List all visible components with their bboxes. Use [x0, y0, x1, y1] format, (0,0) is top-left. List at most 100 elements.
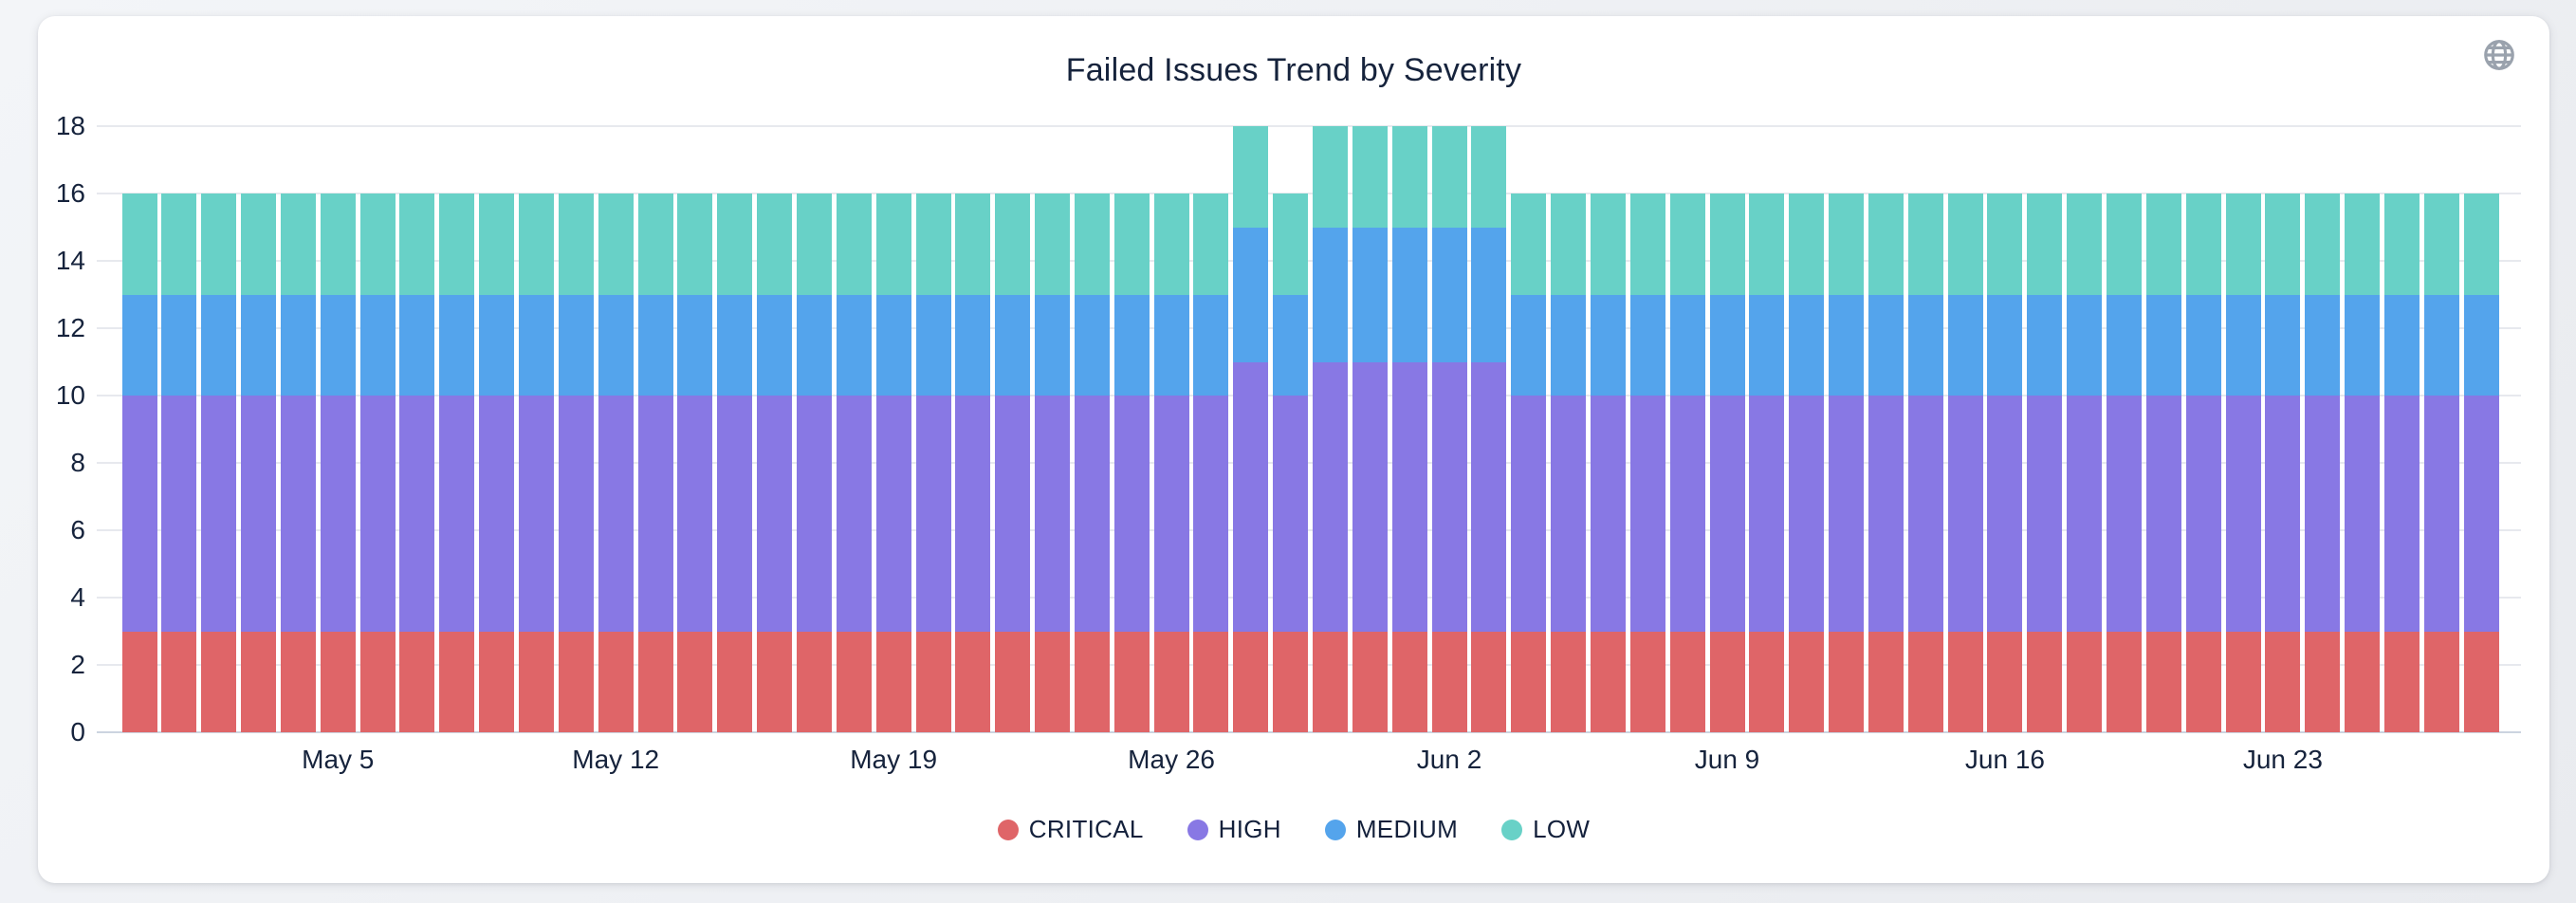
bar-segment-low[interactable]	[399, 194, 435, 295]
bar-segment-critical[interactable]	[2185, 631, 2221, 732]
bar-segment-high[interactable]	[836, 396, 872, 632]
bar-segment-medium[interactable]	[717, 294, 753, 396]
bar-segment-medium[interactable]	[2265, 294, 2301, 396]
bar-segment-high[interactable]	[280, 396, 316, 632]
bar-segment-low[interactable]	[1789, 194, 1825, 295]
bar-jun-7[interactable]	[1629, 194, 1665, 732]
bar-segment-critical[interactable]	[1709, 631, 1745, 732]
bar-jun-25[interactable]	[2345, 194, 2381, 732]
bar-segment-medium[interactable]	[2067, 294, 2103, 396]
bar-segment-critical[interactable]	[2027, 631, 2063, 732]
bar-segment-low[interactable]	[479, 194, 515, 295]
bar-segment-medium[interactable]	[1035, 294, 1071, 396]
bar-may-15[interactable]	[717, 194, 753, 732]
bar-segment-high[interactable]	[1074, 396, 1110, 632]
bar-may-1[interactable]	[161, 194, 197, 732]
bar-segment-high[interactable]	[1789, 396, 1825, 632]
bar-segment-medium[interactable]	[2345, 294, 2381, 396]
bar-segment-critical[interactable]	[558, 631, 594, 732]
bar-may-23[interactable]	[1035, 194, 1071, 732]
bar-segment-high[interactable]	[1987, 396, 2023, 632]
bar-segment-low[interactable]	[717, 194, 753, 295]
bar-segment-high[interactable]	[1391, 361, 1427, 632]
bar-segment-low[interactable]	[1749, 194, 1785, 295]
bar-segment-low[interactable]	[519, 194, 554, 295]
bar-may-25[interactable]	[1113, 194, 1150, 732]
bar-segment-high[interactable]	[796, 396, 832, 632]
bar-segment-high[interactable]	[1868, 396, 1904, 632]
bar-may-18[interactable]	[836, 194, 872, 732]
bar-segment-critical[interactable]	[1035, 631, 1071, 732]
bar-segment-critical[interactable]	[1193, 631, 1229, 732]
bar-segment-low[interactable]	[2345, 194, 2381, 295]
bar-segment-critical[interactable]	[320, 631, 356, 732]
bar-segment-high[interactable]	[2423, 396, 2459, 632]
bar-jun-3[interactable]	[1471, 126, 1507, 732]
bar-segment-medium[interactable]	[1868, 294, 1904, 396]
bar-segment-high[interactable]	[2107, 396, 2142, 632]
bar-segment-medium[interactable]	[995, 294, 1031, 396]
bar-may-31[interactable]	[1352, 126, 1388, 732]
bar-segment-medium[interactable]	[796, 294, 832, 396]
bar-segment-low[interactable]	[1629, 194, 1665, 295]
bar-segment-medium[interactable]	[1313, 227, 1348, 362]
bar-segment-high[interactable]	[1431, 361, 1467, 632]
bar-may-16[interactable]	[757, 194, 793, 732]
bar-segment-low[interactable]	[2145, 194, 2181, 295]
bar-segment-medium[interactable]	[2305, 294, 2341, 396]
bar-segment-low[interactable]	[1551, 194, 1587, 295]
bar-segment-low[interactable]	[1987, 194, 2023, 295]
bar-segment-high[interactable]	[915, 396, 951, 632]
bar-segment-medium[interactable]	[637, 294, 673, 396]
bar-segment-low[interactable]	[2423, 194, 2459, 295]
bar-segment-medium[interactable]	[1273, 294, 1309, 396]
bar-jun-16[interactable]	[1987, 194, 2023, 732]
bar-segment-high[interactable]	[677, 396, 713, 632]
bar-segment-critical[interactable]	[796, 631, 832, 732]
bar-segment-high[interactable]	[558, 396, 594, 632]
bar-segment-medium[interactable]	[1113, 294, 1150, 396]
bar-segment-high[interactable]	[1629, 396, 1665, 632]
bar-segment-critical[interactable]	[2107, 631, 2142, 732]
bar-segment-high[interactable]	[1709, 396, 1745, 632]
bar-segment-critical[interactable]	[1273, 631, 1309, 732]
bar-segment-low[interactable]	[2383, 194, 2420, 295]
bar-jun-22[interactable]	[2225, 194, 2261, 732]
bar-may-5[interactable]	[320, 194, 356, 732]
bar-segment-high[interactable]	[2145, 396, 2181, 632]
bar-segment-high[interactable]	[1511, 396, 1547, 632]
bar-segment-high[interactable]	[1471, 361, 1507, 632]
bar-segment-critical[interactable]	[836, 631, 872, 732]
bar-segment-medium[interactable]	[1669, 294, 1705, 396]
bar-segment-high[interactable]	[1273, 396, 1309, 632]
bar-jun-10[interactable]	[1749, 194, 1785, 732]
bar-segment-low[interactable]	[2185, 194, 2221, 295]
bar-segment-high[interactable]	[1352, 361, 1388, 632]
bar-segment-critical[interactable]	[757, 631, 793, 732]
bar-segment-medium[interactable]	[280, 294, 316, 396]
bar-jun-12[interactable]	[1829, 194, 1865, 732]
bar-segment-low[interactable]	[915, 194, 951, 295]
bar-segment-critical[interactable]	[399, 631, 435, 732]
bar-segment-medium[interactable]	[1471, 227, 1507, 362]
bar-segment-low[interactable]	[201, 194, 237, 295]
bar-jun-27[interactable]	[2423, 194, 2459, 732]
bar-segment-high[interactable]	[359, 396, 396, 632]
bar-segment-critical[interactable]	[1669, 631, 1705, 732]
bar-segment-medium[interactable]	[1074, 294, 1110, 396]
bar-segment-low[interactable]	[2265, 194, 2301, 295]
bar-may-6[interactable]	[359, 194, 396, 732]
bar-segment-medium[interactable]	[1511, 294, 1547, 396]
bar-segment-critical[interactable]	[2383, 631, 2420, 732]
bar-segment-critical[interactable]	[241, 631, 277, 732]
bar-segment-medium[interactable]	[359, 294, 396, 396]
bar-may-20[interactable]	[915, 194, 951, 732]
bar-segment-high[interactable]	[995, 396, 1031, 632]
bar-may-28[interactable]	[1233, 126, 1269, 732]
bar-segment-high[interactable]	[399, 396, 435, 632]
bar-segment-high[interactable]	[2225, 396, 2261, 632]
bar-apr-30[interactable]	[121, 194, 157, 732]
bar-segment-critical[interactable]	[359, 631, 396, 732]
bar-segment-high[interactable]	[201, 396, 237, 632]
bar-segment-critical[interactable]	[2067, 631, 2103, 732]
